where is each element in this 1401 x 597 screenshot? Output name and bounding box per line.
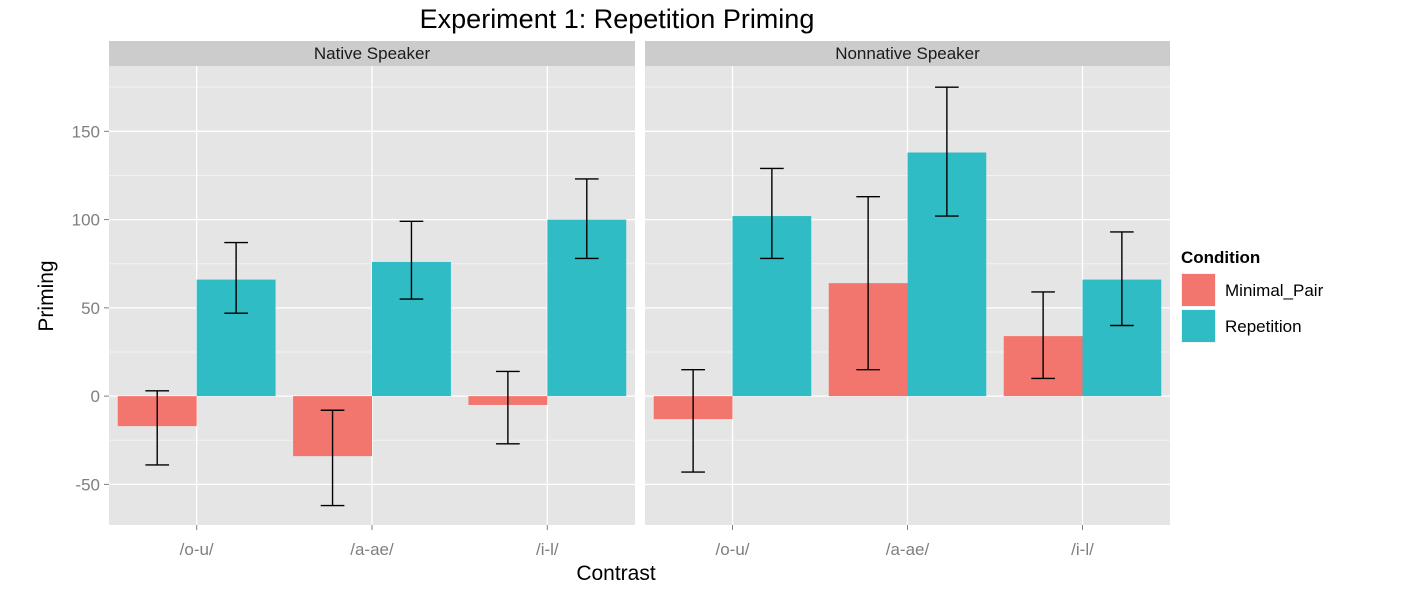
y-tick-label: 50 — [81, 299, 100, 318]
y-tick-label: 150 — [72, 122, 100, 141]
x-axis-label: Contrast — [576, 562, 656, 585]
error-bar — [399, 220, 424, 300]
legend: Condition Minimal_Pair Repetition — [1181, 248, 1324, 343]
x-tick-label: /a-ae/ — [886, 540, 930, 559]
x-tick-label: /i-l/ — [1071, 540, 1094, 559]
legend-swatch-repetition — [1182, 310, 1215, 342]
legend-swatch-minimal-pair — [1182, 274, 1215, 306]
x-tick-label: /a-ae/ — [350, 540, 394, 559]
error-bar — [1031, 291, 1055, 380]
error-bar — [320, 409, 345, 507]
error-bar — [145, 390, 170, 466]
error-bar — [224, 241, 248, 314]
facet-panel: Native Speaker — [109, 41, 635, 525]
facet-strip-label: Nonnative Speaker — [835, 44, 980, 63]
legend-title: Condition — [1181, 248, 1260, 267]
error-bar — [496, 370, 520, 445]
legend-label: Minimal_Pair — [1225, 281, 1324, 300]
facet-panels: Native Speaker Nonnative Speaker — [109, 41, 1170, 525]
error-bar — [1110, 231, 1134, 327]
y-tick-label: -50 — [75, 475, 100, 494]
facet-strip — [645, 41, 1170, 66]
x-axis: /o-u/ /a-ae/ /i-l/ /o-u/ /a-ae/ /i-l/ — [180, 525, 1094, 559]
error-bar — [935, 86, 959, 217]
y-axis: -50 0 50 100 150 — [72, 122, 109, 494]
error-bar — [856, 195, 880, 371]
y-axis-label: Priming — [35, 260, 58, 331]
facet-panel: Nonnative Speaker — [645, 41, 1170, 525]
error-bar — [574, 178, 599, 260]
facet-strip — [109, 41, 635, 66]
chart-title: Experiment 1: Repetition Priming — [420, 4, 815, 34]
error-bar — [681, 368, 705, 473]
legend-label: Repetition — [1225, 317, 1302, 336]
y-tick-label: 0 — [91, 387, 100, 406]
x-tick-label: /o-u/ — [715, 540, 749, 559]
facet-strip-label: Native Speaker — [314, 44, 431, 63]
x-tick-label: /o-u/ — [180, 540, 214, 559]
y-tick-label: 100 — [72, 211, 100, 230]
error-bar — [760, 167, 784, 260]
x-tick-label: /i-l/ — [536, 540, 559, 559]
